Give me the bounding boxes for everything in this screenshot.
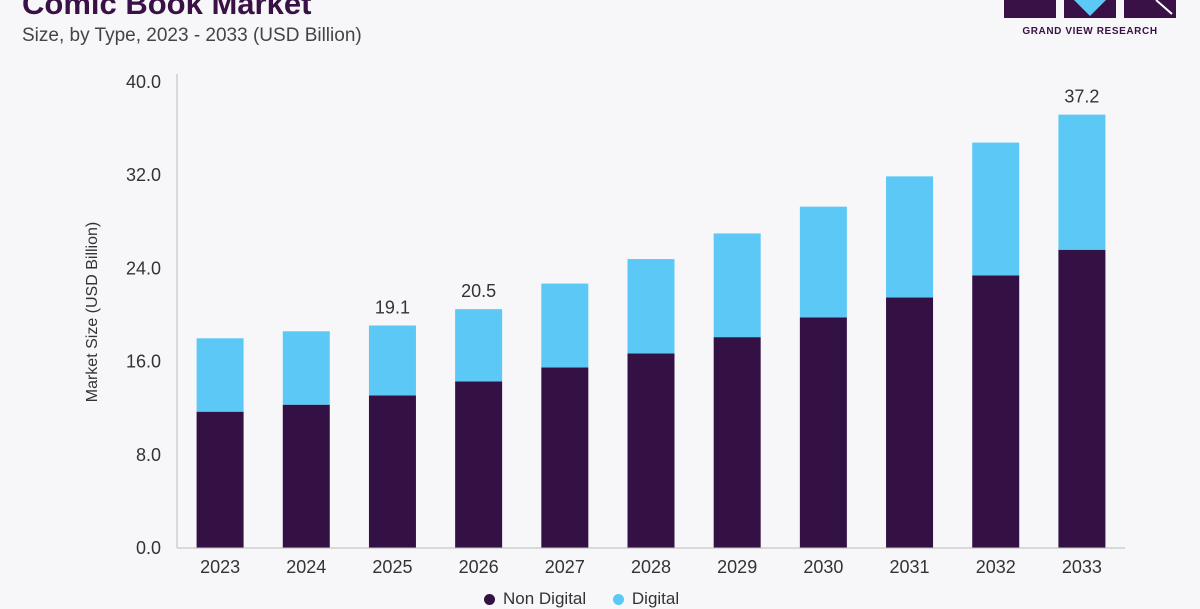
x-tick-label-2033: 2033 [1062,557,1102,577]
x-tick-label-2026: 2026 [459,557,499,577]
chart-subtitle: Size, by Type, 2023 - 2033 (USD Billion) [22,25,362,46]
y-tick-label: 32.0 [126,165,161,185]
x-tick-label-2029: 2029 [717,557,757,577]
bar-digital-2032 [972,142,1020,276]
bar-digital-2029 [713,233,761,338]
bar-non-digital-2030 [799,317,847,548]
grand-view-research-logo: GRAND VIEW RESEARCH [1004,0,1176,40]
bar-digital-2023 [196,338,244,412]
y-tick-label: 0.0 [136,538,161,558]
bar-non-digital-2033 [1058,249,1106,548]
bar-digital-2033 [1058,114,1106,250]
x-tick-label-2030: 2030 [803,557,843,577]
legend-label-digital: Digital [631,589,680,608]
bar-digital-2028 [627,259,675,354]
x-tick-label-2025: 2025 [372,557,412,577]
x-tick-label-2023: 2023 [200,557,240,577]
logo-mark-icon [1004,0,1176,18]
bar-digital-2024 [282,331,330,405]
x-tick-label-2028: 2028 [631,557,671,577]
bar-non-digital-2028 [627,353,675,548]
x-axis-ticks: 2023 2024 2025 2026 2027 2028 2029 2030 2031 2032… [200,557,1102,577]
bar-digital-2030 [799,206,847,318]
bar-digital-2027 [541,283,589,368]
bar-digital-2026 [455,309,503,382]
data-label-2033: 37.2 [1064,87,1099,107]
legend-item-digital: Digital [612,589,680,609]
legend-label-non-digital: Non Digital [503,589,587,608]
y-tick-label: 40.0 [126,72,161,92]
bar-non-digital-2023 [196,411,244,548]
y-axis-label: Market Size (USD Billion) [84,222,101,402]
x-tick-label-2032: 2032 [976,557,1016,577]
logo-text: GRAND VIEW RESEARCH [1022,26,1158,37]
bar-non-digital-2032 [972,275,1020,548]
x-tick-label-2024: 2024 [286,557,326,577]
data-label-2026: 20.5 [461,281,496,301]
y-axis-ticks: 0.0 8.0 16.0 24.0 32.0 40.0 [126,72,161,558]
bar-digital-2025 [368,325,416,396]
bar-non-digital-2025 [368,395,416,548]
x-tick-label-2031: 2031 [890,557,930,577]
y-tick-label: 16.0 [126,352,161,372]
data-labels: 19.1 20.5 37.2 [375,87,1100,318]
bar-non-digital-2027 [541,367,589,548]
bar-digital-2031 [886,176,934,298]
bar-non-digital-2024 [282,404,330,548]
legend-item-non-digital: Non Digital [484,589,586,609]
bar-non-digital-2026 [455,381,503,548]
y-tick-label: 24.0 [126,258,161,278]
bar-non-digital-2031 [886,297,934,548]
data-label-2025: 19.1 [375,297,410,317]
bars [196,114,1106,548]
bar-non-digital-2029 [713,337,761,548]
y-tick-label: 8.0 [136,445,161,465]
legend: Non Digital Digital [484,589,701,609]
x-tick-label-2027: 2027 [545,557,585,577]
chart-title: Comic Book Market [22,0,312,21]
